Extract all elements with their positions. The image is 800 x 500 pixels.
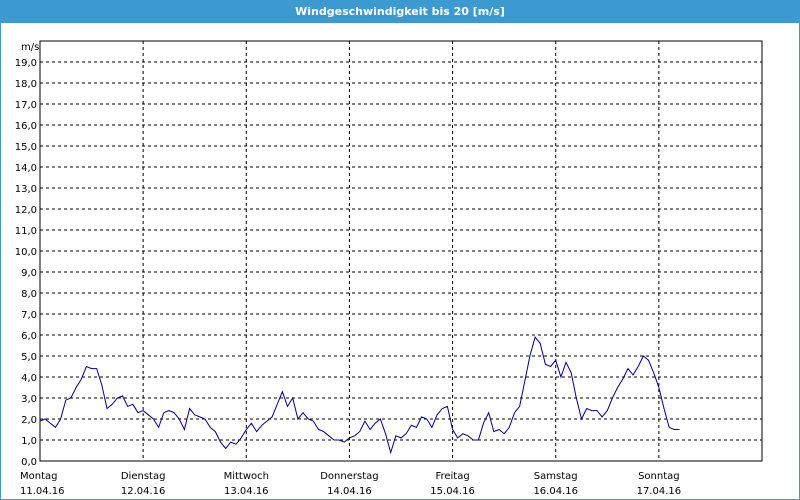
x-tick-day-label: Freitag xyxy=(435,471,469,482)
y-tick-label: 13,0 xyxy=(15,184,37,195)
series-line-wind-speed xyxy=(39,336,680,455)
y-tick-label: 7,0 xyxy=(21,310,37,321)
x-tick-date-label: 14.04.16 xyxy=(327,486,372,497)
y-tick-label: 6,0 xyxy=(21,331,37,342)
y-axis-unit-label: m/s xyxy=(21,42,39,53)
y-tick-label: 15,0 xyxy=(15,142,37,153)
y-tick-label: 17,0 xyxy=(15,100,37,111)
x-tick-date-label: 16.04.16 xyxy=(533,486,578,497)
y-tick-label: 4,0 xyxy=(21,373,37,384)
y-tick-label: 5,0 xyxy=(21,352,37,363)
x-tick-date-label: 11.04.16 xyxy=(20,486,65,497)
y-tick-label: 3,0 xyxy=(21,394,37,405)
x-tick-day-label: Sonntag xyxy=(638,471,680,482)
y-tick-label: 11,0 xyxy=(15,226,37,237)
x-tick-date-label: 13.04.16 xyxy=(224,486,269,497)
y-tick-label: 16,0 xyxy=(15,121,37,132)
x-tick-day-label: Samstag xyxy=(534,471,578,482)
y-tick-label: 10,0 xyxy=(15,247,37,258)
y-tick-label: 0,0 xyxy=(21,457,37,468)
chart-title: Windgeschwindigkeit bis 20 [m/s] xyxy=(1,1,799,23)
y-tick-label: 9,0 xyxy=(21,268,37,279)
x-tick-date-label: 15.04.16 xyxy=(430,486,475,497)
x-tick-day-label: Dienstag xyxy=(121,471,166,482)
y-tick-label: 2,0 xyxy=(21,415,37,426)
x-tick-day-label: Mittwoch xyxy=(224,471,269,482)
y-tick-labels: 0,0 1,0 2,0 3,0 4,0 5,0 6,0 7,0 8,0 9,0 10,0 11,0 12… xyxy=(15,58,37,468)
x-tick-date-label: 17.04.16 xyxy=(637,486,682,497)
y-tick-label: 1,0 xyxy=(21,436,37,447)
y-tick-label: 12,0 xyxy=(15,205,37,216)
x-tick-labels: Montag 11.04.16 Dienstag 12.04.16 Mittwoch 13… xyxy=(20,471,681,497)
y-tick-label: 8,0 xyxy=(21,289,37,300)
grid-lines xyxy=(40,41,762,461)
x-tick-date-label: 12.04.16 xyxy=(121,486,166,497)
x-tick-day-label: Montag xyxy=(20,471,57,482)
y-tick-label: 14,0 xyxy=(15,163,37,174)
y-tick-label: 19,0 xyxy=(15,58,37,69)
y-tick-label: 18,0 xyxy=(15,79,37,90)
x-tick-day-label: Donnerstag xyxy=(320,471,378,482)
plot-border xyxy=(39,40,763,462)
